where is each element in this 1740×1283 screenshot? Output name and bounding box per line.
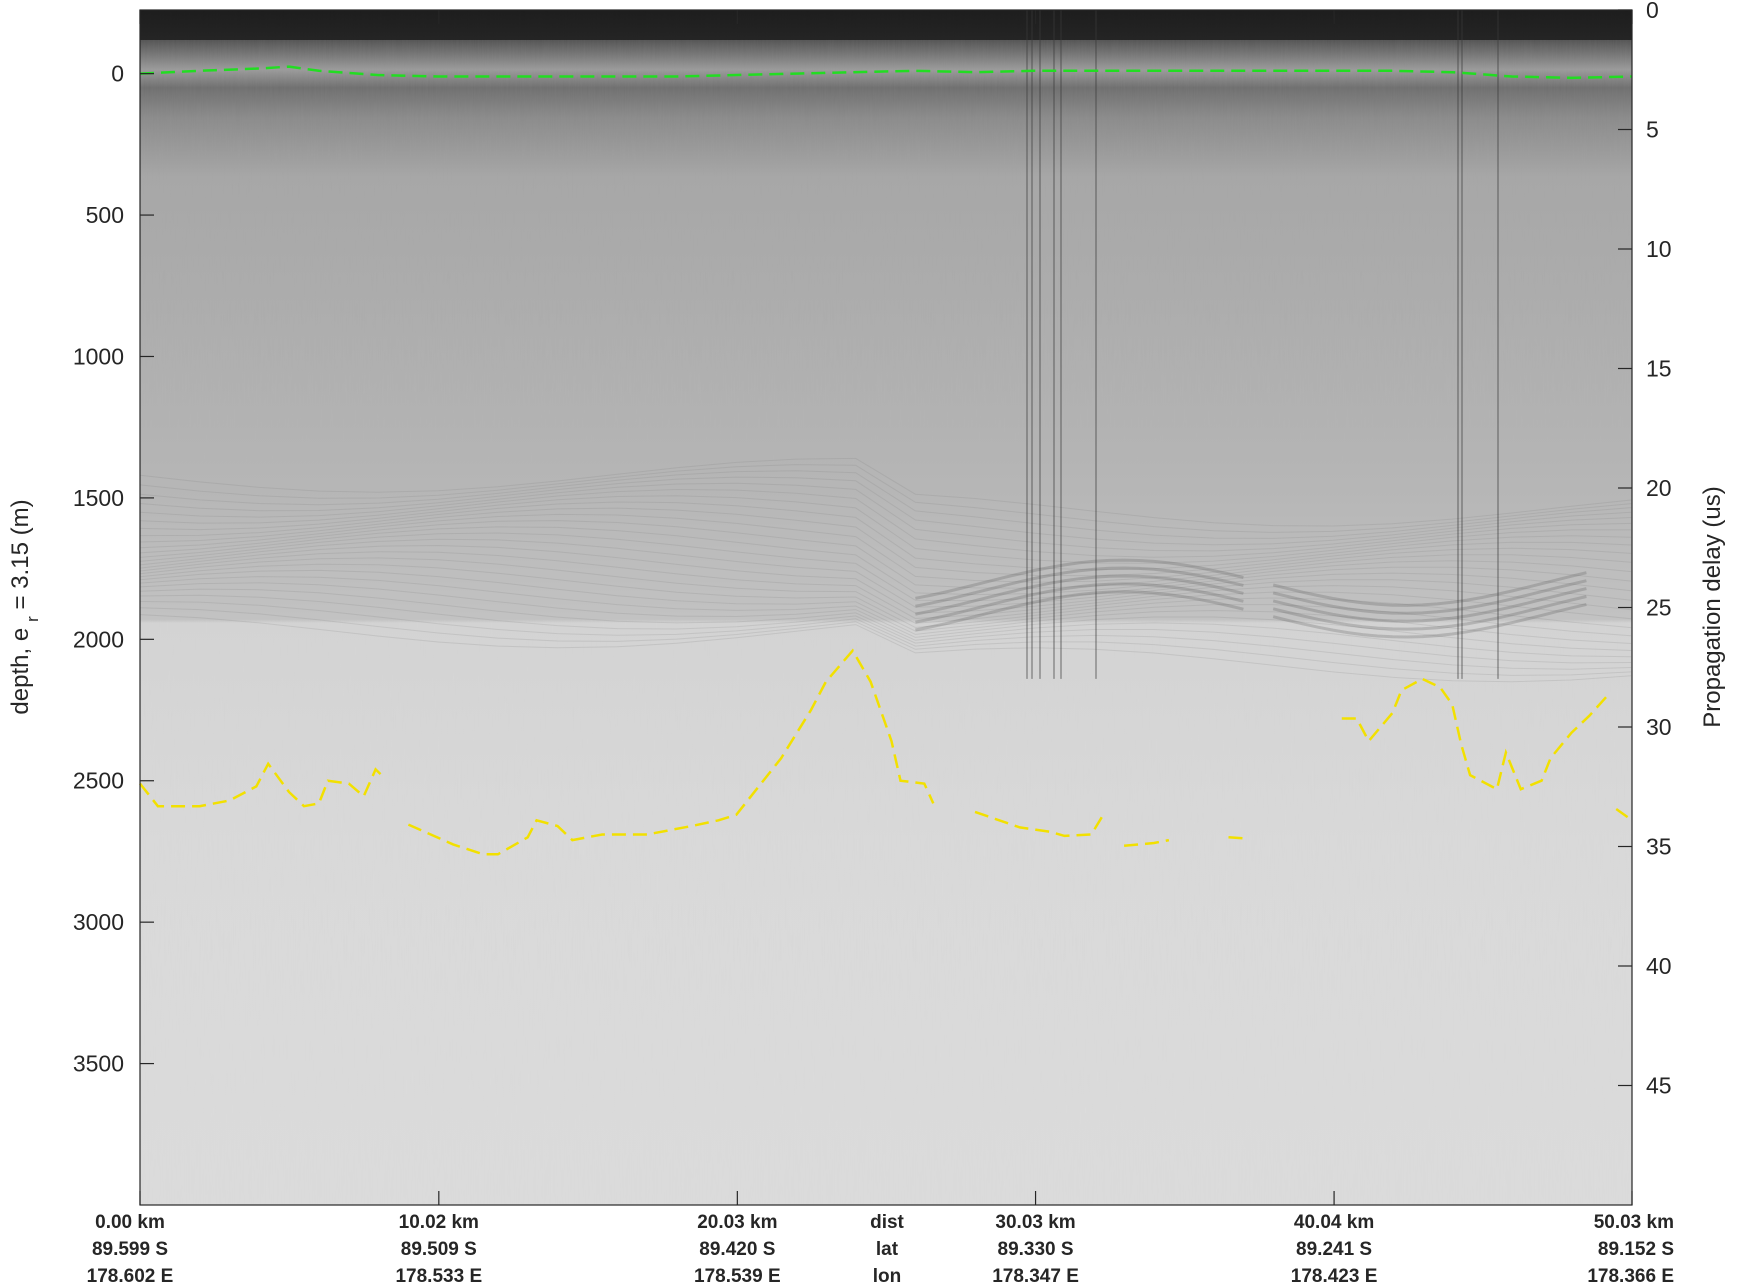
internal-layer bbox=[915, 566, 1244, 608]
x-tick-label-dist: 10.02 km bbox=[399, 1212, 479, 1233]
x-tick-label-dist: 40.04 km bbox=[1294, 1212, 1374, 1233]
internal-layer bbox=[139, 532, 1632, 602]
x-tick-label-lon: 178.533 E bbox=[395, 1266, 482, 1283]
internal-layer bbox=[915, 582, 1244, 624]
x-tick-label-dist: 50.03 km bbox=[1594, 1212, 1674, 1233]
x-tick-label-lat: 89.241 S bbox=[1296, 1239, 1372, 1260]
x-tick-label-dist: 30.03 km bbox=[995, 1212, 1075, 1233]
internal-layer bbox=[139, 614, 1632, 683]
radar-grain bbox=[140, 10, 1632, 1205]
internal-layer bbox=[1272, 587, 1587, 623]
internal-layer bbox=[1272, 579, 1587, 615]
x-axis: 0.00 km 89.599 S 178.602 E 10.02 km 89.509 S… bbox=[87, 10, 1674, 1283]
internal-layers bbox=[139, 457, 1632, 683]
y2-axis-label: Propagation delay (us) bbox=[1699, 486, 1726, 727]
bed-pick-line bbox=[1341, 677, 1609, 792]
y-axis-label: depth, er = 3.15 (m) bbox=[7, 499, 42, 714]
bed-pick-line bbox=[1228, 836, 1250, 840]
top-dark-band bbox=[140, 10, 1632, 40]
y-tick-label: 0 bbox=[111, 61, 124, 87]
internal-layer bbox=[1272, 571, 1587, 607]
y-tick-label: 1000 bbox=[73, 343, 124, 369]
y-tick-label: 3500 bbox=[73, 1051, 124, 1077]
radargram-image bbox=[139, 10, 1633, 1205]
x-tick-label-lat: 89.330 S bbox=[998, 1239, 1074, 1260]
internal-layer bbox=[139, 582, 1632, 651]
y-tick-label: 2000 bbox=[73, 626, 124, 652]
bed-pick-line bbox=[1123, 838, 1170, 848]
internal-layer bbox=[139, 482, 1632, 552]
row-label-lon: lon bbox=[873, 1266, 902, 1283]
internal-layer bbox=[139, 470, 1632, 539]
y2-tick-label: 5 bbox=[1646, 117, 1659, 143]
bed-pick-line bbox=[139, 761, 386, 808]
internal-layer bbox=[139, 495, 1632, 564]
internal-layer bbox=[1272, 595, 1587, 631]
y-axis-right: 0 5 10 15 20 25 30 35 40 45 bbox=[1618, 0, 1672, 1099]
y2-tick-label: 30 bbox=[1646, 714, 1672, 740]
internal-layer bbox=[139, 588, 1632, 658]
x-tick-label-dist: 0.00 km bbox=[95, 1212, 165, 1233]
internal-layer bbox=[139, 594, 1632, 664]
internal-layer bbox=[139, 488, 1632, 558]
internal-layer bbox=[139, 476, 1632, 546]
internal-layer bbox=[139, 557, 1632, 624]
vertical-artifacts bbox=[1026, 10, 1499, 679]
y2-tick-label: 10 bbox=[1646, 236, 1672, 262]
bed-pick-line bbox=[1615, 807, 1633, 822]
internal-layer bbox=[139, 569, 1632, 637]
y2-tick-label: 15 bbox=[1646, 356, 1672, 382]
x-tick-label-lon: 178.539 E bbox=[694, 1266, 781, 1283]
bed-pick-line bbox=[407, 648, 935, 856]
y-tick-label: 500 bbox=[86, 202, 124, 228]
x-tick-label-lon: 178.423 E bbox=[1291, 1266, 1378, 1283]
bed-pick-line bbox=[974, 810, 1105, 838]
internal-layer bbox=[139, 520, 1632, 589]
internal-layer bbox=[139, 607, 1632, 676]
x-tick-label-lat: 89.599 S bbox=[92, 1239, 168, 1260]
x-tick-label-lat: 89.509 S bbox=[401, 1239, 477, 1260]
x-tick-label-lon: 178.366 E bbox=[1587, 1266, 1674, 1283]
internal-layer bbox=[139, 501, 1632, 571]
y-tick-label: 3000 bbox=[73, 909, 124, 935]
internal-layer bbox=[139, 563, 1632, 629]
internal-layer bbox=[915, 574, 1244, 616]
internal-layer bbox=[915, 558, 1244, 600]
row-label-lat: lat bbox=[876, 1239, 899, 1260]
x-tick-label-lon: 178.602 E bbox=[87, 1266, 174, 1283]
y-tick-label: 1500 bbox=[73, 485, 124, 511]
surface-pick-line bbox=[139, 65, 1633, 80]
internal-layer bbox=[139, 457, 1632, 527]
internal-layer bbox=[139, 544, 1632, 614]
y2-tick-label: 40 bbox=[1646, 953, 1672, 979]
y2-tick-label: 20 bbox=[1646, 475, 1672, 501]
picked-horizons bbox=[139, 65, 1633, 856]
internal-layer bbox=[1272, 602, 1587, 639]
internal-layer bbox=[139, 507, 1632, 577]
x-tick-label-lon: 178.347 E bbox=[992, 1266, 1079, 1283]
y-tick-label: 2500 bbox=[73, 768, 124, 794]
y2-tick-label: 0 bbox=[1646, 0, 1659, 23]
row-label-dist: dist bbox=[870, 1212, 904, 1233]
y2-tick-label: 45 bbox=[1646, 1073, 1672, 1099]
x-tick-label-lat: 89.420 S bbox=[699, 1239, 775, 1260]
internal-layer bbox=[139, 601, 1632, 670]
internal-layer bbox=[915, 590, 1244, 632]
internal-layer bbox=[139, 551, 1632, 620]
y-axis-left: 0 500 1000 1500 2000 2500 3000 3500 bbox=[73, 61, 154, 1077]
internal-layer bbox=[139, 464, 1632, 533]
y2-tick-label: 25 bbox=[1646, 595, 1672, 621]
internal-layer bbox=[139, 513, 1632, 583]
y2-tick-label: 35 bbox=[1646, 834, 1672, 860]
x-tick-label-lat: 89.152 S bbox=[1598, 1239, 1674, 1260]
internal-layer bbox=[139, 576, 1632, 644]
internal-layer bbox=[139, 526, 1632, 596]
x-tick-label-dist: 20.03 km bbox=[697, 1212, 777, 1233]
internal-layer bbox=[139, 538, 1632, 608]
